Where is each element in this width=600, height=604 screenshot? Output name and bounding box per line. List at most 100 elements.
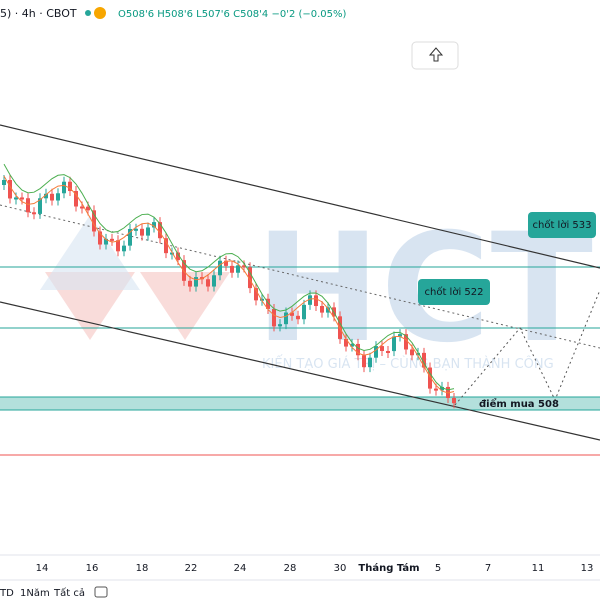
callout-text: chốt lời 522: [425, 286, 484, 298]
candle-body: [302, 304, 306, 320]
ohlc: O508'6 H508'6 L507'6 C508'4 −0'2 (−0.05%…: [118, 9, 347, 20]
range-button[interactable]: 1Năm: [20, 588, 50, 599]
candle-body: [182, 260, 186, 281]
candle-body: [362, 355, 366, 368]
candle-body: [140, 228, 144, 236]
candle-body: [224, 260, 228, 266]
candle-body: [134, 228, 138, 231]
x-tick-label: 11: [532, 563, 545, 574]
candle-body: [374, 346, 378, 358]
badge: [94, 7, 106, 19]
candle-body: [398, 334, 402, 337]
x-tick-label: 5: [435, 563, 441, 574]
candle-body: [380, 346, 384, 351]
candle-body: [356, 343, 360, 356]
candle-body: [392, 336, 396, 352]
x-tick-label: 24: [234, 563, 247, 574]
candle-body: [38, 198, 42, 214]
moving-average: [3, 163, 455, 391]
x-axis: 14 16 18 22 24 28 30 Tháng Tám 5 7 11 13: [36, 562, 594, 574]
candle-body: [416, 352, 420, 356]
candles: [2, 163, 456, 409]
candle-body: [164, 238, 168, 254]
candle-body: [146, 227, 150, 236]
candle-body: [308, 295, 312, 305]
candle-body: [434, 388, 438, 391]
slogan: KIẾN TẠO GIÁ TRỊ – CÙNG BẠN THÀNH CÔNG: [262, 355, 554, 372]
candle-body: [368, 357, 372, 368]
scroll-button[interactable]: [411, 41, 459, 70]
candle-body: [50, 193, 54, 201]
candle-body: [188, 280, 192, 287]
x-tick-label: 7: [485, 563, 491, 574]
candle-body: [110, 238, 114, 241]
callout: [418, 279, 490, 305]
x-tick-label: 13: [581, 563, 594, 574]
candle-body: [314, 295, 318, 307]
projection: [454, 289, 600, 406]
candle-body: [290, 312, 294, 316]
candle-body: [128, 228, 132, 246]
buy-zone: [0, 397, 600, 410]
candle-body: [248, 267, 252, 289]
candle-body: [272, 308, 276, 327]
buy-label: điểm mua 508: [479, 397, 559, 410]
candle-body: [14, 197, 18, 200]
candle-body: [98, 231, 102, 245]
x-tick-label: 22: [185, 563, 198, 574]
candle-body: [152, 222, 156, 228]
candle-body: [62, 181, 66, 194]
candle-body: [92, 210, 96, 232]
x-tick-label: 18: [136, 563, 149, 574]
candle-body: [242, 265, 246, 268]
candle-body: [428, 367, 432, 389]
candle-body: [326, 307, 330, 313]
x-tick-label: 14: [36, 563, 49, 574]
candle-body: [68, 181, 72, 192]
candle-body: [32, 212, 36, 215]
range-button[interactable]: TD: [0, 588, 14, 599]
candle-body: [422, 352, 426, 368]
candle-body: [2, 180, 6, 185]
callout-text: chốt lời 533: [533, 219, 592, 231]
channel-line: [0, 124, 600, 269]
candle-body: [104, 238, 108, 245]
candle-body: [254, 288, 258, 301]
status-dot: [85, 10, 91, 16]
candle-body: [440, 386, 444, 391]
x-tick-label: 30: [334, 563, 347, 574]
watermark: HCT KIẾN TẠO GIÁ TRỊ – CÙNG BẠN THÀNH CÔ…: [40, 202, 593, 376]
moving-average: [3, 175, 455, 394]
logo-triangle: [40, 215, 140, 290]
calendar-icon[interactable]: [94, 586, 108, 598]
logo-triangle: [45, 272, 135, 340]
candle-body: [266, 298, 270, 309]
candle-body: [344, 338, 348, 347]
candle-body: [350, 343, 354, 347]
candle-body: [44, 193, 48, 199]
candle-body: [452, 398, 456, 404]
candle-body: [80, 206, 84, 209]
candle-body: [218, 260, 222, 276]
candle-body: [170, 252, 174, 255]
candle-body: [158, 222, 162, 239]
range-button[interactable]: Tất cả: [53, 587, 85, 599]
candle-body: [296, 315, 300, 320]
candle-body: [176, 252, 180, 261]
candle-body: [20, 197, 24, 200]
candle-body: [386, 350, 390, 353]
x-tick-label: Tháng Tám: [358, 562, 419, 574]
candle-body: [320, 306, 324, 313]
candle-body: [86, 206, 90, 211]
candle-body: [278, 324, 282, 327]
x-tick-label: 28: [284, 563, 297, 574]
candle-body: [122, 245, 126, 252]
candle-body: [404, 334, 408, 350]
candle-body: [206, 279, 210, 287]
candle-body: [74, 191, 78, 207]
candle-body: [212, 275, 216, 287]
channel-line: [0, 301, 600, 441]
candle-body: [284, 312, 288, 325]
candle-body: [116, 240, 120, 252]
